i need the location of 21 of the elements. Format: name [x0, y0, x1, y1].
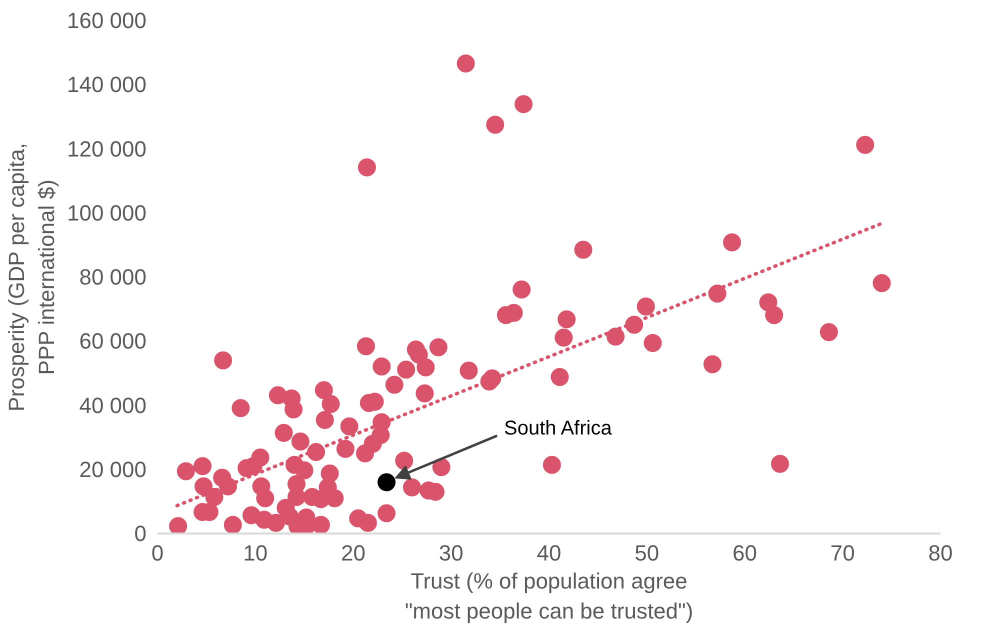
y-tick-label: 60 000	[79, 328, 147, 354]
y-tick-label: 0	[134, 521, 147, 546]
y-tick-label: 160 000	[66, 8, 147, 33]
y-tick-label: 100 000	[66, 200, 147, 226]
x-tick-label: 30	[438, 540, 464, 566]
y-tick-label: 40 000	[79, 392, 147, 418]
x-tick-label: 10	[243, 540, 268, 566]
x-tick-label: 50	[634, 540, 660, 566]
x-tick-label: 60	[732, 540, 757, 566]
y-axis-title: Prosperity (GDP per capita, PPP international $)	[4, 142, 59, 412]
x-tick-label: 0	[151, 540, 164, 566]
x-tick-label: 80	[928, 540, 953, 566]
text: South Africa	[504, 418, 613, 440]
x-tick-label: 70	[830, 540, 855, 566]
x-axis-title: Trust (% of population agree "most people can be trusted")	[404, 568, 694, 624]
y-tick-label: 20 000	[79, 456, 147, 482]
x-tick-label: 40	[536, 540, 562, 566]
y-tick-label: 140 000	[66, 72, 147, 98]
x-tick-label: 20	[341, 540, 366, 566]
y-tick-label: 80 000	[79, 264, 147, 290]
y-tick-label: 120 000	[66, 136, 147, 162]
